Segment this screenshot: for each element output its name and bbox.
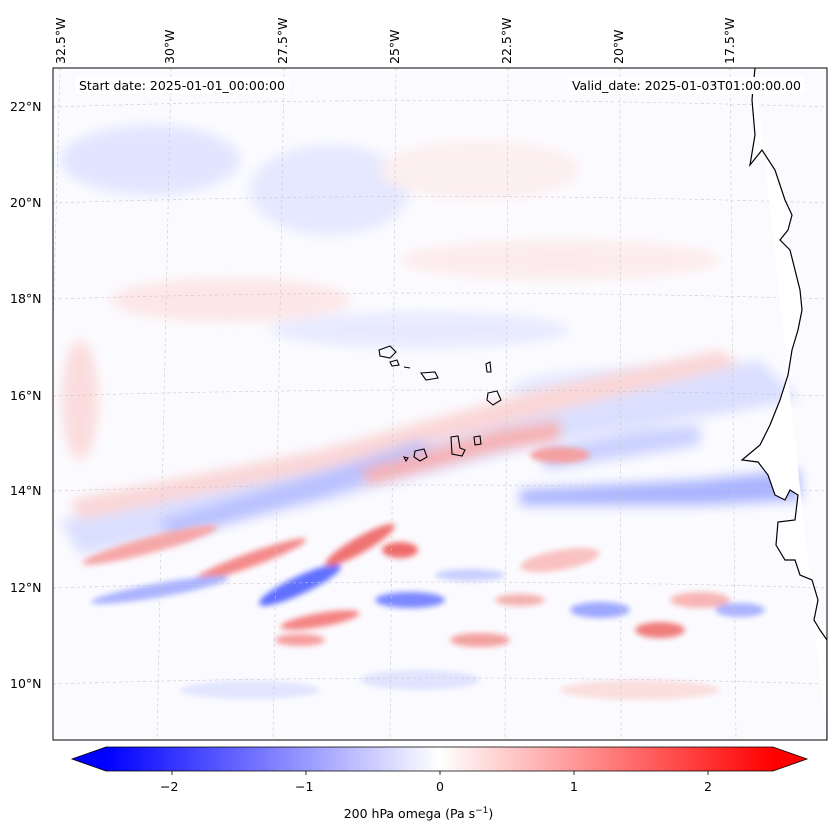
gridlines — [53, 68, 827, 740]
colorbar-tick-label: −2 — [160, 779, 179, 794]
cape-verde-islands — [378, 345, 502, 463]
colorbar-tick-label: −1 — [295, 779, 314, 794]
map-frame — [52, 67, 828, 741]
lat-label: 20°N — [10, 195, 42, 210]
lon-label: 30°W — [162, 29, 177, 64]
lat-label: 10°N — [10, 676, 42, 691]
colorbar-title-superscript: −1 — [475, 806, 489, 816]
lon-label: 17.5°W — [722, 17, 737, 64]
lon-label: 22.5°W — [499, 17, 514, 64]
colorbar-tick-label: 2 — [704, 779, 712, 794]
lat-label: 22°N — [10, 99, 42, 114]
lon-label: 27.5°W — [275, 17, 290, 64]
colorbar-tick-label: 0 — [436, 779, 444, 794]
lat-label: 14°N — [10, 483, 42, 498]
colorbar-extend-max — [773, 747, 807, 771]
colorbar-title-close: ) — [488, 806, 494, 822]
lon-label: 32.5°W — [53, 17, 68, 64]
lat-label: 16°N — [10, 388, 42, 403]
lon-label: 25°W — [387, 29, 402, 64]
colorbar-title: 200 hPa omega (Pa s−1) — [0, 806, 837, 821]
start-date-label: Start date: 2025-01-01_00:00:00 — [75, 77, 289, 94]
colorbar — [70, 746, 809, 775]
colorbar-extend-min — [72, 747, 106, 771]
colorbar-title-text: 200 hPa omega (Pa s — [343, 806, 476, 822]
lat-label: 18°N — [10, 291, 42, 306]
lon-label: 20°W — [611, 29, 626, 64]
colorbar-gradient — [106, 747, 773, 771]
africa-coastline — [740, 68, 827, 740]
lat-label: 12°N — [10, 580, 42, 595]
omega-field — [53, 68, 827, 740]
colorbar-tick-label: 1 — [570, 779, 578, 794]
valid-date-label: Valid_date: 2025-01-03T01:00:00.00 — [567, 77, 805, 94]
